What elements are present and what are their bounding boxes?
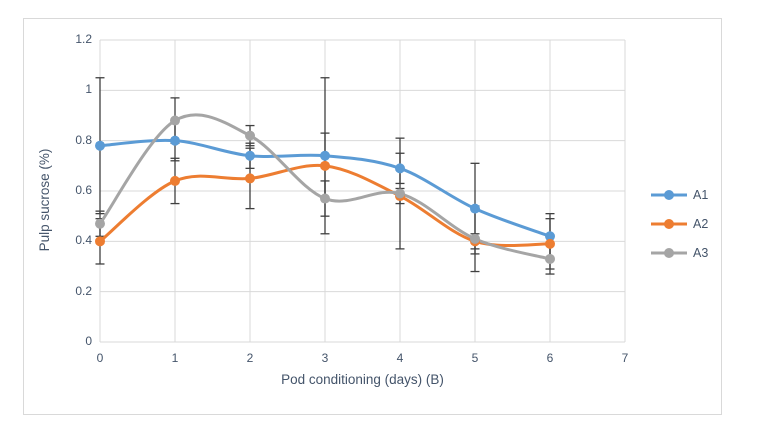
tick-label-y-0.8: 0.8 (75, 132, 92, 147)
tick-label-y-0.6: 0.6 (75, 183, 92, 197)
tick-label-x-5: 5 (471, 351, 479, 365)
legend: A1 A2 A3 (650, 180, 708, 267)
legend-label-a1: A1 (693, 187, 709, 202)
legend-item-a3: A3 (650, 238, 708, 267)
marker-a3-2 (245, 130, 255, 141)
marker-a1-5 (470, 203, 480, 214)
legend-marker-a1 (651, 189, 687, 200)
marker-a1-2 (245, 150, 255, 161)
marker-a3-1 (170, 115, 180, 126)
marker-a3-0 (95, 218, 105, 229)
legend-item-a1: A1 (650, 180, 708, 209)
marker-a2-0 (95, 236, 105, 247)
tick-label-y-0.2: 0.2 (75, 283, 92, 298)
tick-label-y-1: 1 (85, 82, 92, 97)
legend-label-a3: A3 (693, 245, 709, 260)
marker-a1-4 (395, 163, 405, 174)
tick-label-x-7: 7 (621, 351, 629, 365)
legend-marker-a2 (651, 218, 687, 229)
tick-label-x-1: 1 (171, 351, 179, 365)
tick-label-x-0: 0 (96, 351, 104, 365)
marker-a3-5 (470, 233, 480, 244)
marker-a3-6 (545, 253, 555, 264)
marker-a1-0 (95, 140, 105, 151)
tick-label-y-0.4: 0.4 (75, 233, 92, 248)
tick-label-x-2: 2 (246, 351, 254, 365)
legend-marker-a3 (651, 247, 687, 258)
legend-item-a2: A2 (650, 209, 708, 238)
marker-a1-1 (170, 135, 180, 146)
tick-label-y-0: 0 (85, 334, 92, 348)
marker-a3-4 (395, 188, 405, 199)
marker-a2-1 (170, 175, 180, 186)
marker-a2-6 (545, 238, 555, 249)
marker-a2-3 (320, 160, 330, 171)
legend-label-a2: A2 (693, 216, 709, 231)
tick-label-x-4: 4 (396, 351, 404, 365)
marker-a1-3 (320, 150, 330, 161)
tick-label-x-3: 3 (321, 351, 329, 365)
tick-label-y-1.2: 1.2 (75, 32, 92, 46)
x-axis-title: Pod conditioning (days) (B) (281, 372, 444, 387)
marker-a2-2 (245, 173, 255, 184)
marker-a3-3 (320, 193, 330, 204)
y-axis-title: Pulp sucrose (%) (37, 148, 52, 252)
marker-a1-6 (545, 231, 555, 242)
tick-label-x-6: 6 (546, 351, 554, 365)
chart-frame (23, 18, 722, 415)
